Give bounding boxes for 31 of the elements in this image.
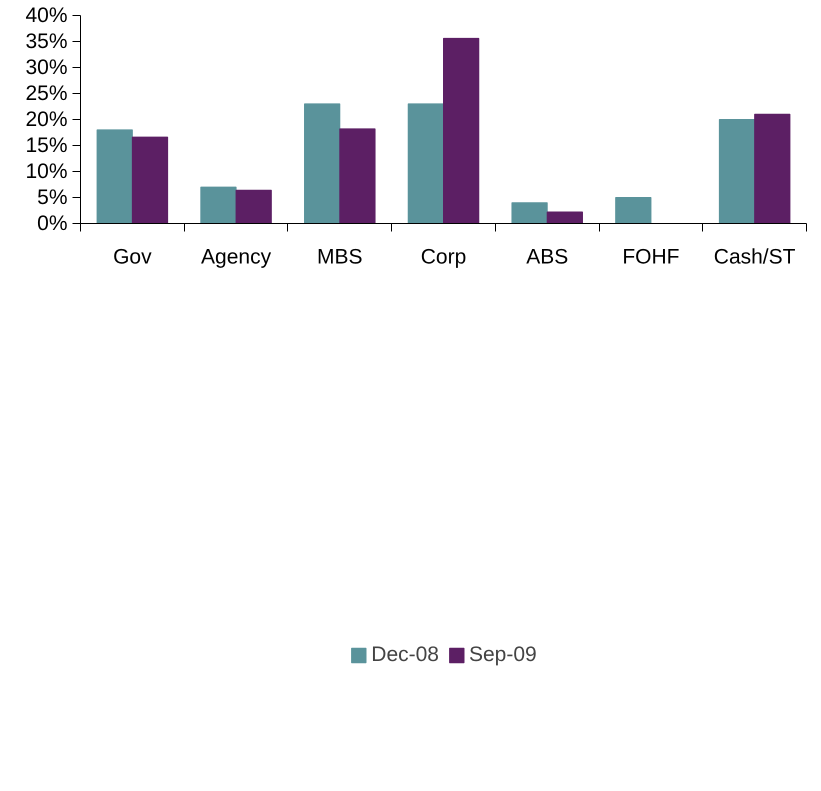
x-tick-label: Cash/ST: [714, 246, 796, 268]
bar: [754, 114, 790, 224]
bar: [200, 186, 237, 224]
x-tick-label: FOHF: [622, 246, 680, 268]
x-tick-label: Gov: [113, 246, 152, 268]
y-tick-label: 40%: [25, 4, 68, 27]
bar: [718, 119, 756, 224]
y-tick-label: 30%: [25, 56, 68, 79]
legend-label: Dec-08: [371, 643, 439, 667]
y-tick-label: 0%: [37, 212, 68, 235]
y-tick-label: 5%: [37, 186, 68, 209]
x-tick-label: ABS: [526, 246, 568, 268]
bar: [443, 38, 480, 224]
bar: [304, 103, 340, 224]
bar: [236, 190, 272, 224]
bar: [408, 103, 444, 224]
y-tick-label: 20%: [25, 108, 68, 131]
x-tick-label: Corp: [420, 246, 466, 268]
y-tick-label: 25%: [25, 82, 68, 105]
bar: [132, 136, 168, 224]
bar: [615, 197, 652, 224]
y-tick-label: 35%: [25, 30, 68, 53]
bar: [546, 212, 583, 224]
bar: [511, 202, 548, 224]
bar: [96, 129, 133, 224]
y-tick-label: 15%: [25, 134, 68, 157]
y-tick-label: 10%: [25, 160, 68, 183]
bar: [339, 128, 376, 224]
x-tick-label: MBS: [317, 246, 363, 268]
x-tick-label: Agency: [201, 246, 272, 268]
legend-label: Sep-09: [468, 643, 537, 667]
